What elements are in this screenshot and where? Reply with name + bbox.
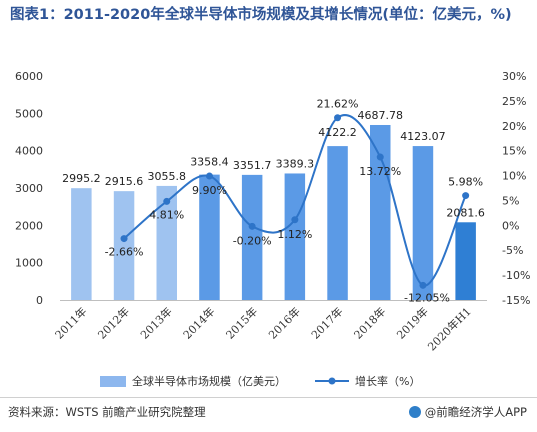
footer: 资料来源：WSTS 前瞻产业研究院整理 @前瞻经济学人APP — [0, 397, 537, 432]
growth-rate-label: -2.66% — [105, 246, 144, 259]
growth-rate-point — [376, 153, 384, 161]
legend-bar-swatch — [100, 375, 126, 387]
y-right-tick-label: 5% — [502, 194, 519, 207]
growth-rate-point — [334, 114, 342, 122]
growth-rate-line — [123, 114, 467, 287]
growth-rate-label: 1.12% — [277, 228, 312, 241]
bar — [284, 173, 306, 300]
y-left-tick-label: 5000 — [15, 107, 43, 120]
y-right-tick-label: 0% — [502, 219, 519, 232]
y-right-tick-label: 20% — [502, 120, 526, 133]
bar-value-label: 3055.8 — [148, 170, 187, 183]
bar — [370, 124, 391, 300]
y-right-tick-label: -10% — [502, 269, 530, 282]
bar — [199, 174, 220, 300]
growth-rate-point — [248, 222, 256, 230]
x-category-label: 2016年 — [265, 304, 302, 341]
y-left-tick-label: 4000 — [15, 145, 43, 158]
x-category-label: 2018年 — [351, 304, 388, 341]
legend-line-label: 增长率（%） — [355, 375, 421, 388]
y-left-tick-label: 3000 — [15, 182, 43, 195]
y-right-tick-label: 30% — [502, 70, 526, 83]
bar-value-label: 2081.6 — [446, 206, 485, 219]
bar — [327, 146, 348, 300]
growth-rate-point — [462, 192, 470, 200]
bar — [455, 222, 476, 300]
legend-line-marker-icon — [315, 377, 349, 385]
legend-bar-series: 全球半导体市场规模（亿美元） — [100, 373, 286, 389]
bar-value-label: 4122.2 — [318, 126, 357, 139]
bar-value-label: 4687.78 — [358, 109, 404, 122]
source-note: 资料来源：WSTS 前瞻产业研究院整理 — [8, 405, 206, 419]
bar-value-label: 2915.6 — [105, 175, 144, 188]
growth-rate-label: 21.62% — [317, 98, 359, 111]
brand-text: @前瞻经济学人APP — [424, 405, 527, 419]
bar — [241, 174, 263, 300]
bar — [156, 185, 177, 300]
y-right-tick-label: -15% — [502, 294, 530, 307]
growth-rate-point — [120, 235, 128, 243]
bar-value-label: 3389.3 — [276, 157, 315, 170]
x-category-label: 2017年 — [308, 304, 345, 341]
growth-rate-label: 5.98% — [448, 176, 483, 189]
x-category-label: 2014年 — [180, 304, 217, 341]
bar — [113, 191, 135, 300]
legend-bar-label: 全球半导体市场规模（亿美元） — [132, 375, 286, 388]
growth-rate-label: 9.90% — [192, 184, 227, 197]
bar — [71, 188, 92, 300]
y-left-tick-label: 1000 — [15, 257, 43, 270]
growth-rate-point — [163, 197, 171, 205]
y-right-tick-label: 10% — [502, 170, 526, 183]
brand-credit: @前瞻经济学人APP — [408, 404, 527, 420]
x-category-label: 2019年 — [394, 304, 431, 341]
y-right-tick-label: 15% — [502, 145, 526, 158]
y-left-tick-label: 2000 — [15, 219, 43, 232]
growth-rate-label: 13.72% — [359, 165, 401, 178]
growth-rate-label: -12.05% — [404, 291, 450, 304]
bar-value-label: 3358.4 — [190, 156, 229, 169]
growth-rate-label: 4.81% — [149, 208, 184, 221]
legend-line-series: 增长率（%） — [315, 373, 420, 389]
y-right-tick-label: 25% — [502, 95, 526, 108]
x-category-label: 2011年 — [52, 304, 89, 341]
y-left-tick-label: 6000 — [15, 70, 43, 83]
x-category-label: 2015年 — [223, 304, 260, 341]
chart-title: 图表1：2011-2020年全球半导体市场规模及其增长情况(单位：亿美元，%) — [10, 7, 512, 23]
growth-rate-point — [419, 281, 427, 289]
brand-logo-icon — [408, 406, 421, 418]
x-category-label: 2020年H1 — [425, 304, 474, 353]
bar-value-label: 2995.2 — [62, 172, 101, 185]
growth-rate-label: -0.20% — [233, 234, 272, 247]
bar — [412, 146, 434, 300]
growth-rate-point — [291, 216, 299, 224]
growth-rate-point — [205, 172, 213, 180]
bar-value-label: 4123.07 — [400, 130, 446, 143]
y-left-tick-label: 0 — [36, 294, 43, 307]
y-right-tick-label: -5% — [502, 244, 523, 257]
x-category-label: 2012年 — [95, 304, 132, 341]
bar-value-label: 3351.7 — [233, 159, 272, 172]
x-category-label: 2013年 — [137, 304, 174, 341]
